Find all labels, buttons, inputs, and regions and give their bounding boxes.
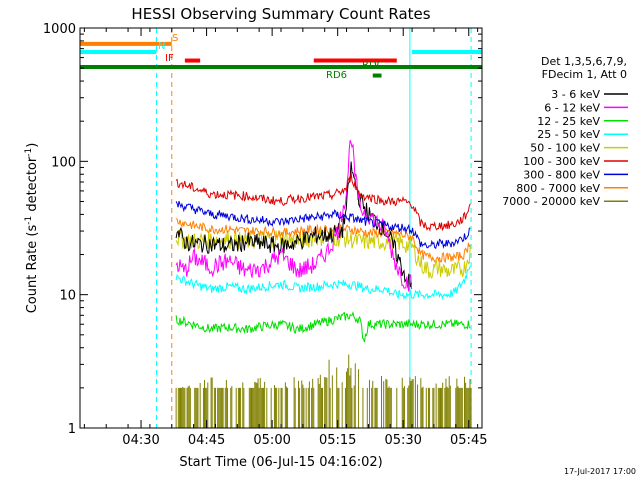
series-25-50kev	[175, 266, 471, 301]
x-tick-label: 05:15	[319, 433, 356, 448]
x-tick-label: 05:30	[384, 433, 421, 448]
series-50-100kev	[175, 229, 471, 280]
legend: Det 1,3,5,6,7,9,FDecim 1, Att 0 3 - 6 keV…	[502, 55, 628, 208]
axes: 1 10 100 1000 04:30 04:45 05:00 05:15 05:30 05:45	[43, 22, 488, 448]
x-tick-label: 05:45	[450, 433, 487, 448]
legend-entry-label: 12 - 25 keV	[537, 115, 600, 128]
legend-entry-label: 25 - 50 keV	[537, 128, 600, 141]
y-tick-label: 1	[68, 422, 76, 437]
y-axis-label: Count Rate (s-1 detector-1)	[24, 143, 40, 314]
legend-entry-label: 800 - 7000 keV	[516, 182, 600, 195]
y-tick-label: 100	[51, 155, 76, 170]
series-6-12kev	[175, 140, 413, 292]
legend-entry-label: 6 - 12 keV	[544, 101, 600, 114]
flag-label-n: N	[158, 41, 165, 52]
legend-entry-label: 300 - 800 keV	[523, 168, 600, 181]
series-800-7000kev	[175, 218, 471, 264]
series-7000-20000-kev	[175, 354, 472, 428]
legend-entry-label: 100 - 300 keV	[523, 155, 600, 168]
plot-frame	[79, 27, 483, 429]
legend-entry-label: 3 - 6 keV	[551, 88, 600, 101]
flag-label-if: IF	[165, 53, 174, 64]
flag-label-s: S	[172, 33, 178, 44]
legend-entry-label: 50 - 100 keV	[530, 142, 600, 155]
x-tick-label: 04:45	[188, 433, 225, 448]
footer-date: 17-Jul-2017 17:00	[564, 467, 636, 476]
legend-header-line: FDecim 1, Att 0	[542, 68, 627, 81]
series-3-6kev	[175, 161, 413, 288]
legend-header-line: Det 1,3,5,6,7,9,	[541, 55, 627, 68]
flag-label-rd6: RD6	[326, 70, 347, 81]
y-tick-label: 1000	[43, 22, 76, 37]
flag-label-rdc: RDC	[362, 60, 384, 71]
series-100-300kev	[175, 172, 471, 232]
series-300-800kev	[175, 200, 471, 250]
y-tick-label: 10	[59, 289, 76, 304]
x-tick-label: 04:30	[122, 433, 159, 448]
legend-entry-label: 7000 - 20000 keV	[502, 195, 600, 208]
x-axis-label: Start Time (06-Jul-15 04:16:02)	[179, 455, 382, 470]
chart-title: HESSI Observing Summary Count Rates	[131, 5, 430, 23]
series-12-25kev	[175, 310, 471, 343]
x-tick-label: 05:00	[253, 433, 290, 448]
